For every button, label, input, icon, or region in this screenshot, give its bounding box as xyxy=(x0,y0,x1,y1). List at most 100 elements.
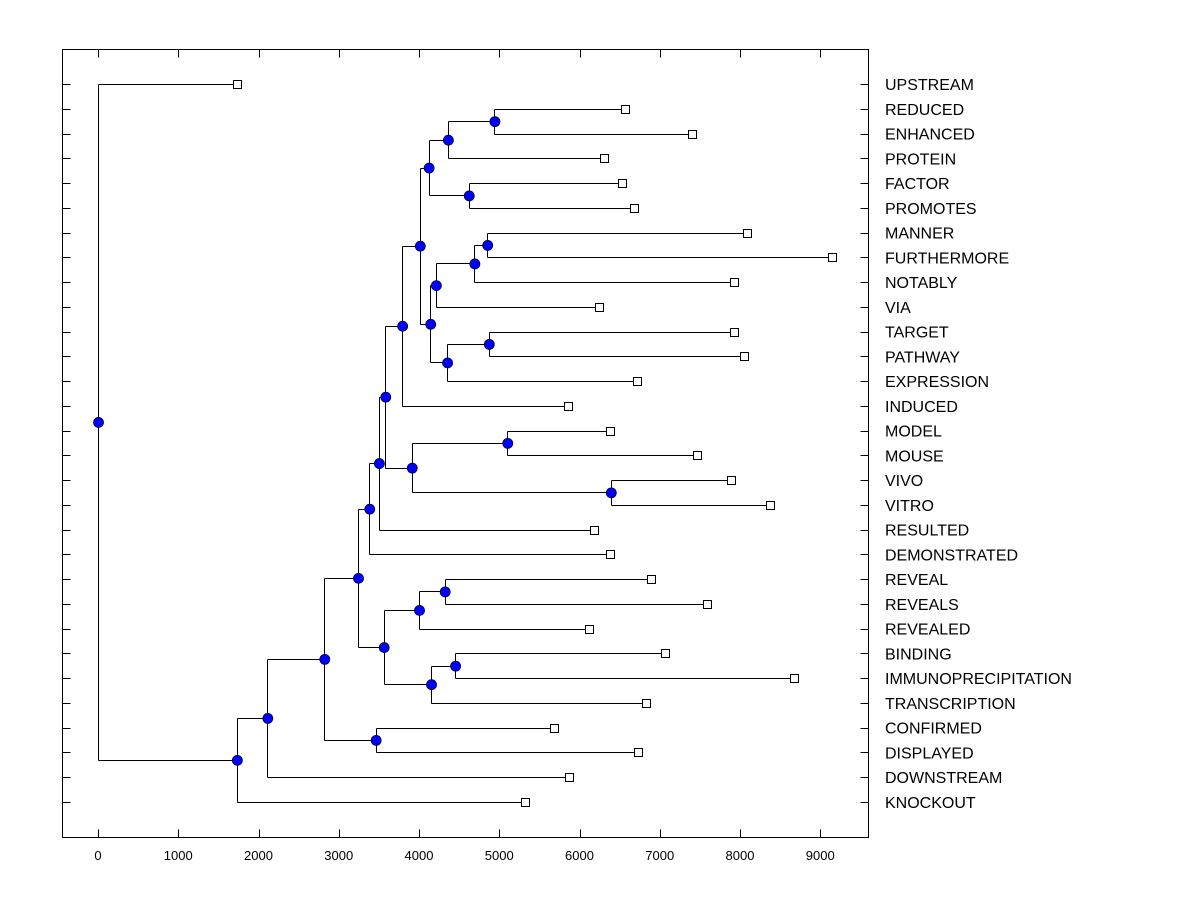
leaf-label: REDUCED xyxy=(885,102,964,119)
leaf-label: TARGET xyxy=(885,325,949,342)
internal-node xyxy=(489,116,501,128)
leaf-marker xyxy=(693,451,702,460)
leaf-label: IMMUNOPRECIPITATION xyxy=(885,671,1072,688)
plot-frame xyxy=(62,49,869,838)
leaf-marker xyxy=(647,575,656,584)
leaf-marker xyxy=(630,204,639,213)
leaf-marker xyxy=(703,600,712,609)
internal-node xyxy=(442,134,454,146)
internal-node xyxy=(370,734,382,746)
leaf-label: KNOCKOUT xyxy=(885,795,976,812)
leaf-marker xyxy=(730,328,739,337)
x-tick-label: 3000 xyxy=(324,848,353,863)
internal-node xyxy=(397,320,409,332)
internal-node xyxy=(483,338,495,350)
leaf-marker xyxy=(633,377,642,386)
internal-node xyxy=(414,240,426,252)
internal-node xyxy=(262,713,274,724)
x-tick-label: 1000 xyxy=(164,848,193,863)
x-tick-label: 7000 xyxy=(645,848,674,863)
internal-node xyxy=(425,318,437,330)
internal-node xyxy=(482,239,494,251)
internal-node xyxy=(231,754,243,766)
internal-node xyxy=(319,653,331,665)
leaf-label: DEMONSTRATED xyxy=(885,547,1018,564)
internal-node xyxy=(380,391,392,403)
leaf-marker xyxy=(828,253,837,262)
x-tick-label: 6000 xyxy=(565,848,594,863)
leaf-markers xyxy=(233,80,837,807)
leaf-labels: UPSTREAM REDUCED ENHANCED PROTEIN FACTOR PROM… xyxy=(885,77,1072,812)
leaf-marker xyxy=(727,476,736,485)
internal-node xyxy=(605,487,617,499)
leaf-label: VIA xyxy=(885,300,911,317)
leaf-marker xyxy=(585,625,594,634)
leaf-marker xyxy=(621,105,630,114)
leaf-label: PROMOTES xyxy=(885,201,977,218)
internal-node xyxy=(439,586,451,598)
leaf-label: ENHANCED xyxy=(885,127,975,144)
leaf-label: MODEL xyxy=(885,424,942,441)
internal-node xyxy=(414,605,425,616)
internal-node xyxy=(373,458,385,469)
internal-node xyxy=(463,190,475,202)
leaf-label: NOTABLY xyxy=(885,275,958,292)
leaf-label: PROTEIN xyxy=(885,151,956,168)
x-tick-label: 8000 xyxy=(726,848,755,863)
internal-node xyxy=(378,642,390,653)
leaf-marker xyxy=(618,179,627,188)
leaf-label: FACTOR xyxy=(885,176,950,193)
leaf-marker xyxy=(688,130,697,139)
x-tick-label: 0 xyxy=(94,848,101,863)
internal-node xyxy=(442,357,453,369)
leaf-marker xyxy=(766,501,775,510)
leaf-marker xyxy=(606,550,615,559)
leaf-marker xyxy=(730,278,739,287)
internal-node xyxy=(364,503,376,515)
internal-node xyxy=(426,679,437,691)
leaf-label: TRANSCRIPTION xyxy=(885,696,1016,713)
leaf-label: PATHWAY xyxy=(885,349,960,366)
leaf-label: REVEALED xyxy=(885,622,970,639)
leaf-marker xyxy=(550,724,559,733)
leaf-label: FURTHERMORE xyxy=(885,250,1009,267)
leaf-marker xyxy=(790,674,799,683)
leaf-marker xyxy=(595,303,604,312)
leaf-label: CONFIRMED xyxy=(885,721,982,738)
leaf-marker xyxy=(233,80,242,89)
leaf-marker xyxy=(661,649,670,658)
leaf-marker xyxy=(606,427,615,436)
leaf-marker xyxy=(642,699,651,708)
internal-node xyxy=(469,258,481,270)
leaf-label: INDUCED xyxy=(885,399,958,416)
leaf-label: UPSTREAM xyxy=(885,77,974,94)
internal-node xyxy=(93,417,104,428)
leaf-label: DOWNSTREAM xyxy=(885,770,1002,787)
x-tick-label: 5000 xyxy=(485,848,514,863)
leaf-marker xyxy=(590,526,599,535)
leaf-label: MOUSE xyxy=(885,448,944,465)
leaf-marker xyxy=(565,773,574,782)
x-axis-tick-labels: 0 1000 2000 3000 4000 5000 6000 7000 8000 9000 xyxy=(94,848,834,863)
x-tick-label: 4000 xyxy=(405,848,434,863)
internal-node xyxy=(353,572,364,584)
leaf-marker xyxy=(600,154,609,163)
x-tick-label: 9000 xyxy=(806,848,835,863)
leaf-label: EXPRESSION xyxy=(885,374,989,391)
internal-node xyxy=(423,162,435,174)
leaf-marker xyxy=(521,798,530,807)
leaf-label: RESULTED xyxy=(885,523,969,540)
leaf-label: BINDING xyxy=(885,646,952,663)
internal-node xyxy=(450,660,462,672)
internal-node xyxy=(406,462,418,474)
leaf-label: VIVO xyxy=(885,473,923,490)
x-tick-label: 2000 xyxy=(244,848,273,863)
internal-node xyxy=(430,280,442,291)
leaf-label: DISPLAYED xyxy=(885,745,974,762)
leaf-label: REVEALS xyxy=(885,597,959,614)
leaf-marker xyxy=(564,402,573,411)
leaf-marker xyxy=(740,352,749,361)
leaf-marker xyxy=(743,229,752,238)
leaf-label: MANNER xyxy=(885,226,954,243)
